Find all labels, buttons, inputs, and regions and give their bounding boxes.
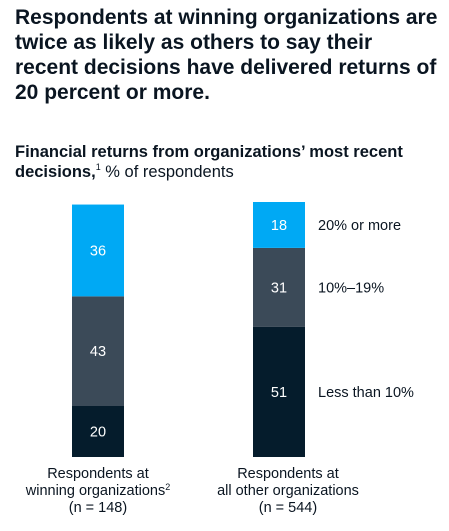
subtitle-bold: Financial returns from organizations’ mo…: [15, 143, 403, 181]
chart-title: Respondents at winning organizations are…: [15, 6, 438, 104]
subtitle-unit: % of respondents: [100, 163, 234, 181]
bar-segment-others-0: [253, 326, 305, 457]
legend-label-0: Less than 10%: [318, 385, 414, 401]
data-label-winning-0: 20: [90, 425, 106, 441]
legend-group: Less than 10% 10%–19% 20% or more: [318, 218, 414, 401]
bar-segment-others-1: [253, 247, 305, 327]
bar-segment-winning-1: [72, 296, 124, 406]
data-label-others-0: 51: [271, 385, 287, 401]
data-label-winning-2: 36: [90, 243, 106, 259]
category-label-others: Respondents at all other organizations (…: [198, 466, 378, 517]
legend-label-1: 10%–19%: [318, 280, 384, 296]
category-line3: (n = 544): [258, 500, 318, 516]
category-line2: all other organizations: [217, 483, 359, 499]
category-footnote: 2: [165, 482, 171, 492]
data-label-others-2: 18: [271, 218, 287, 234]
bar-segment-winning-2: [72, 204, 124, 297]
bar-segment-winning-0: [72, 406, 124, 457]
data-label-winning-1: 43: [90, 344, 106, 360]
category-label-winning: Respondents at winning organizations2 (n…: [8, 466, 188, 517]
subtitle-footnote: 1: [95, 162, 101, 172]
data-label-others-1: 31: [271, 280, 287, 296]
bar-segment-others-2: [253, 202, 305, 248]
legend-label-2: 20% or more: [318, 218, 401, 234]
category-line1: Respondents at: [47, 466, 149, 482]
category-line2: winning organizations2: [25, 482, 171, 500]
bars-group: 20 43 36 51 31 18: [72, 202, 305, 457]
category-line3: (n = 148): [68, 500, 128, 516]
category-line1: Respondents at: [237, 466, 339, 482]
chart-subtitle: Financial returns from organizations’ mo…: [15, 142, 440, 182]
